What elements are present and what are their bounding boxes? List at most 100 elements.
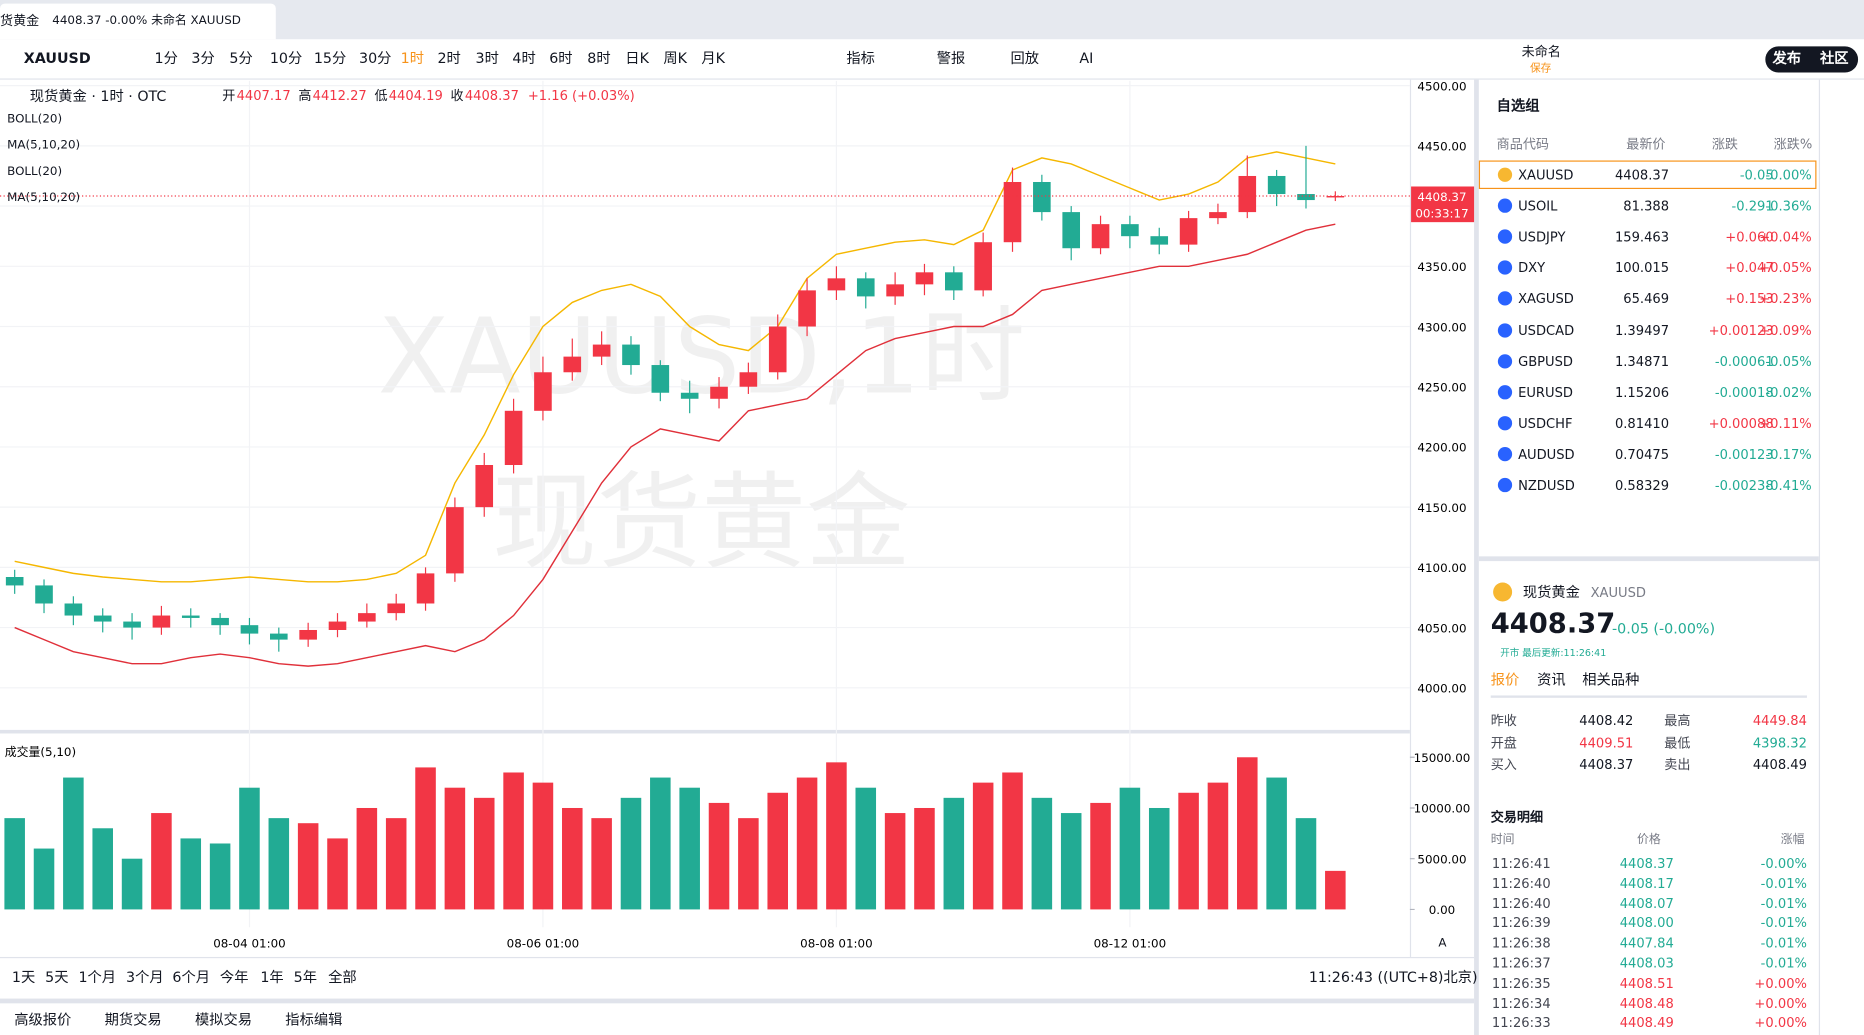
- time-bar: [0, 956, 1475, 997]
- interval-button[interactable]: 1时: [400, 49, 424, 67]
- bottom-tab[interactable]: 模拟交易: [194, 1011, 253, 1029]
- watchlist-cell[interactable]: USOIL: [1518, 198, 1558, 215]
- interval-button[interactable]: 3时: [475, 49, 499, 67]
- watchlist-cell[interactable]: XAUUSD: [1518, 167, 1574, 184]
- toolbar-button[interactable]: 指标: [846, 49, 875, 67]
- range-button[interactable]: 6个月: [172, 968, 210, 986]
- symbol[interactable]: XAUUSD: [23, 49, 91, 67]
- watchlist-cell[interactable]: -0.00%: [1765, 167, 1812, 184]
- range-button[interactable]: 1天: [11, 968, 36, 986]
- watchlist-cell[interactable]: -0.05: [1739, 167, 1774, 184]
- interval-button[interactable]: 4时: [512, 49, 536, 67]
- auto-scale[interactable]: A: [1438, 936, 1447, 950]
- watchlist-cell[interactable]: AUDUSD: [1518, 446, 1575, 463]
- watchlist-cell[interactable]: GBPUSD: [1518, 353, 1574, 370]
- interval-button[interactable]: 6时: [549, 49, 573, 67]
- watchlist-cell[interactable]: 4408.37: [1614, 167, 1670, 184]
- watchlist-cell[interactable]: 0.58329: [1614, 477, 1670, 494]
- watchlist-cell[interactable]: -0.00061: [1714, 353, 1774, 370]
- range-button[interactable]: 1个月: [78, 968, 117, 986]
- interval-button[interactable]: 日K: [625, 49, 649, 67]
- layout-name[interactable]: 未命名: [1521, 43, 1561, 60]
- y-tick-label: 4100.00: [1417, 561, 1466, 575]
- toolbar-button[interactable]: 回放: [1010, 49, 1040, 67]
- tab[interactable]: [0, 3, 276, 40]
- interval-button[interactable]: 3分: [191, 49, 215, 67]
- symbol-icon: [1497, 260, 1513, 275]
- watchlist-cell[interactable]: -0.00238: [1714, 477, 1774, 494]
- watchlist-cell[interactable]: -0.05%: [1765, 353, 1812, 370]
- publish[interactable]: 发布: [1772, 49, 1802, 67]
- community[interactable]: 社区: [1820, 49, 1849, 67]
- candle-body: [446, 507, 464, 574]
- watchlist-cell[interactable]: 0.70475: [1614, 446, 1670, 463]
- watchlist-cell[interactable]: +0.11%: [1759, 415, 1812, 432]
- watchlist-cell[interactable]: +0.09%: [1759, 322, 1812, 339]
- watchlist-cell[interactable]: +0.00088: [1708, 415, 1774, 432]
- watchlist-cell[interactable]: XAGUSD: [1518, 291, 1574, 308]
- toolbar-button[interactable]: AI: [1079, 49, 1094, 67]
- watchlist-cell[interactable]: 1.39497: [1614, 322, 1670, 339]
- tab-title[interactable]: 货黄金: [0, 13, 40, 29]
- tab-info[interactable]: 4408.37 -0.00% 未命名 XAUUSD: [52, 14, 241, 28]
- watchlist-cell[interactable]: +0.04%: [1759, 229, 1812, 246]
- watchlist-title[interactable]: 自选组: [1496, 97, 1540, 115]
- publish-button[interactable]: [1765, 46, 1859, 73]
- detail-tab[interactable]: 相关品种: [1582, 671, 1640, 689]
- volume-title: 成交量(5,10): [5, 745, 76, 759]
- interval-button[interactable]: 5分: [229, 49, 253, 67]
- watchlist-cell[interactable]: +0.00123: [1708, 322, 1774, 339]
- range-button[interactable]: 3个月: [126, 968, 164, 986]
- interval-button[interactable]: 1分: [154, 49, 178, 67]
- volume-bar: [1237, 757, 1258, 910]
- range-button[interactable]: 今年: [219, 968, 249, 986]
- watchlist-cell[interactable]: -0.00018: [1714, 384, 1774, 401]
- candle-body: [739, 372, 758, 387]
- range-button[interactable]: 全部: [328, 968, 357, 986]
- detail-tab[interactable]: 资讯: [1537, 671, 1566, 689]
- watchlist-cell[interactable]: EURUSD: [1518, 384, 1573, 401]
- interval-button[interactable]: 月K: [701, 49, 726, 67]
- watchlist-cell[interactable]: -0.41%: [1765, 477, 1812, 494]
- watchlist-cell[interactable]: +0.060: [1725, 229, 1774, 246]
- range-button[interactable]: 1年: [260, 968, 284, 986]
- watchlist-cell[interactable]: 1.34871: [1614, 353, 1670, 370]
- watchlist-cell[interactable]: 100.015: [1614, 260, 1670, 277]
- interval-button[interactable]: 10分: [269, 49, 303, 67]
- watchlist-cell[interactable]: -0.291: [1731, 198, 1774, 215]
- watchlist-cell[interactable]: +0.047: [1725, 260, 1774, 277]
- watchlist-cell[interactable]: NZDUSD: [1518, 477, 1575, 494]
- watchlist-cell[interactable]: -0.17%: [1765, 446, 1812, 463]
- bottom-tab[interactable]: 指标编辑: [285, 1011, 343, 1029]
- watchlist-cell[interactable]: -0.02%: [1765, 384, 1812, 401]
- watchlist-cell[interactable]: USDCHF: [1518, 415, 1573, 432]
- interval-button[interactable]: 2时: [437, 49, 461, 67]
- watchlist-cell[interactable]: +0.153: [1725, 291, 1774, 308]
- watchlist-cell[interactable]: 1.15206: [1614, 384, 1670, 401]
- watchlist-cell[interactable]: +0.23%: [1759, 291, 1812, 308]
- watchlist-cell[interactable]: 65.469: [1623, 291, 1670, 308]
- bottom-tab[interactable]: 高级报价: [14, 1011, 72, 1029]
- interval-button[interactable]: 8时: [587, 49, 611, 67]
- watchlist-cell[interactable]: 81.388: [1623, 198, 1670, 215]
- watchlist-row-selected[interactable]: [1478, 160, 1817, 190]
- range-button[interactable]: 5年: [293, 968, 317, 986]
- interval-button[interactable]: 15分: [313, 49, 347, 67]
- watchlist-cell[interactable]: USDJPY: [1518, 229, 1566, 246]
- interval-button[interactable]: 周K: [663, 49, 687, 67]
- watchlist-cell[interactable]: USDCAD: [1518, 322, 1575, 339]
- volume-bar: [1060, 813, 1082, 910]
- watchlist-cell[interactable]: -0.36%: [1765, 198, 1812, 215]
- save-label[interactable]: 保存: [1529, 63, 1552, 75]
- watchlist-cell[interactable]: +0.05%: [1759, 260, 1812, 277]
- detail-tab[interactable]: 报价: [1490, 671, 1520, 689]
- range-button[interactable]: 5天: [45, 968, 69, 986]
- watchlist-cell[interactable]: DXY: [1518, 260, 1546, 277]
- watchlist-cell[interactable]: 0.81410: [1614, 415, 1670, 432]
- bottom-tab[interactable]: 期货交易: [104, 1011, 162, 1029]
- ohlc-value: 4408.37: [464, 87, 519, 104]
- watchlist-cell[interactable]: 159.463: [1614, 229, 1670, 246]
- interval-button[interactable]: 30分: [359, 49, 392, 67]
- toolbar-button[interactable]: 警报: [936, 49, 966, 67]
- watchlist-cell[interactable]: -0.00123: [1714, 446, 1774, 463]
